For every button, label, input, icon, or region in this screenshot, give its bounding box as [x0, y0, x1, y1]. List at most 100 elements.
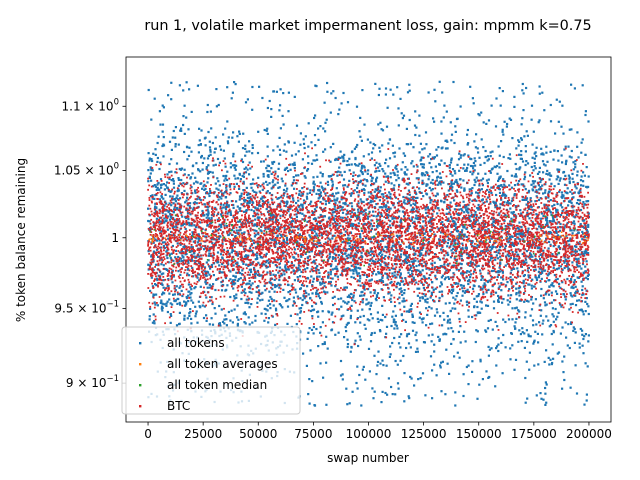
- scatter-point: [477, 192, 480, 195]
- scatter-point: [147, 152, 150, 155]
- scatter-point: [401, 117, 404, 120]
- scatter-point: [542, 398, 545, 401]
- scatter-point: [467, 315, 470, 318]
- scatter-point: [278, 303, 281, 306]
- scatter-point: [343, 268, 346, 271]
- scatter-point: [180, 129, 183, 132]
- scatter-point: [307, 331, 310, 334]
- scatter-point: [152, 269, 155, 272]
- scatter-point: [492, 241, 496, 244]
- scatter-point: [283, 143, 286, 146]
- scatter-point: [312, 277, 315, 280]
- scatter-point: [456, 242, 459, 245]
- scatter-point: [177, 188, 180, 191]
- scatter-point: [460, 186, 463, 189]
- scatter-point: [360, 139, 363, 142]
- scatter-point: [328, 175, 331, 178]
- scatter-point: [174, 171, 177, 174]
- scatter-point: [500, 341, 503, 344]
- scatter-point: [205, 282, 208, 286]
- scatter-point: [543, 269, 547, 272]
- scatter-point: [486, 280, 489, 284]
- scatter-point: [485, 179, 489, 182]
- scatter-point: [572, 161, 575, 164]
- scatter-point: [542, 214, 545, 217]
- scatter-point: [395, 234, 398, 237]
- scatter-point: [315, 289, 319, 292]
- scatter-point: [581, 285, 584, 288]
- scatter-point: [283, 278, 286, 281]
- scatter-point: [342, 300, 345, 303]
- scatter-point: [278, 246, 281, 249]
- scatter-point: [172, 211, 175, 214]
- scatter-point: [267, 201, 270, 204]
- scatter-point: [363, 192, 366, 195]
- scatter-point: [327, 276, 330, 279]
- scatter-point: [498, 297, 501, 300]
- scatter-point: [302, 199, 306, 202]
- scatter-point: [312, 332, 315, 335]
- scatter-point: [504, 247, 507, 250]
- scatter-point: [209, 110, 212, 113]
- scatter-point: [422, 341, 426, 344]
- scatter-point: [245, 166, 248, 169]
- scatter-point: [455, 204, 458, 207]
- scatter-point: [428, 186, 431, 189]
- scatter-point: [285, 249, 288, 252]
- scatter-point: [174, 126, 177, 129]
- scatter-point: [434, 165, 437, 168]
- scatter-point: [293, 161, 296, 164]
- scatter-point: [220, 207, 223, 210]
- scatter-point: [427, 334, 430, 337]
- scatter-point: [350, 151, 354, 154]
- scatter-point: [185, 199, 188, 202]
- scatter-point: [248, 161, 251, 164]
- scatter-point: [369, 250, 373, 253]
- scatter-point: [528, 217, 531, 220]
- scatter-point: [268, 281, 271, 284]
- scatter-point: [348, 248, 351, 251]
- scatter-point: [252, 242, 256, 245]
- scatter-point: [492, 200, 495, 203]
- scatter-point: [438, 238, 441, 241]
- scatter-point: [176, 242, 179, 245]
- scatter-point: [490, 347, 493, 350]
- scatter-point: [575, 187, 578, 190]
- scatter-point: [387, 165, 390, 168]
- scatter-point: [446, 235, 449, 238]
- scatter-point: [508, 236, 512, 239]
- scatter-point: [368, 307, 371, 311]
- scatter-point: [419, 159, 422, 162]
- scatter-point: [278, 148, 281, 151]
- scatter-point: [342, 288, 346, 291]
- scatter-point: [261, 199, 264, 203]
- scatter-point: [264, 289, 267, 292]
- scatter-point: [237, 278, 240, 281]
- scatter-point: [379, 330, 382, 333]
- scatter-point: [212, 213, 215, 216]
- scatter-point: [410, 266, 413, 269]
- scatter-point: [389, 176, 392, 179]
- scatter-point: [232, 287, 235, 290]
- scatter-point: [159, 246, 162, 249]
- scatter-point: [354, 215, 357, 218]
- scatter-point: [525, 329, 528, 332]
- scatter-point: [496, 275, 499, 279]
- scatter-point: [319, 181, 322, 184]
- scatter-point: [527, 207, 530, 210]
- scatter-point: [299, 243, 302, 246]
- scatter-point: [457, 330, 460, 333]
- scatter-point: [286, 268, 289, 271]
- scatter-point: [276, 219, 279, 222]
- scatter-point: [189, 286, 192, 289]
- scatter-point: [407, 271, 410, 274]
- scatter-point: [521, 117, 524, 120]
- scatter-point: [286, 238, 289, 242]
- scatter-point: [552, 158, 555, 161]
- scatter-point: [516, 253, 519, 256]
- scatter-point: [506, 281, 509, 284]
- scatter-point: [363, 123, 366, 126]
- scatter-point: [448, 277, 451, 280]
- scatter-point: [477, 172, 480, 175]
- scatter-point: [402, 297, 405, 300]
